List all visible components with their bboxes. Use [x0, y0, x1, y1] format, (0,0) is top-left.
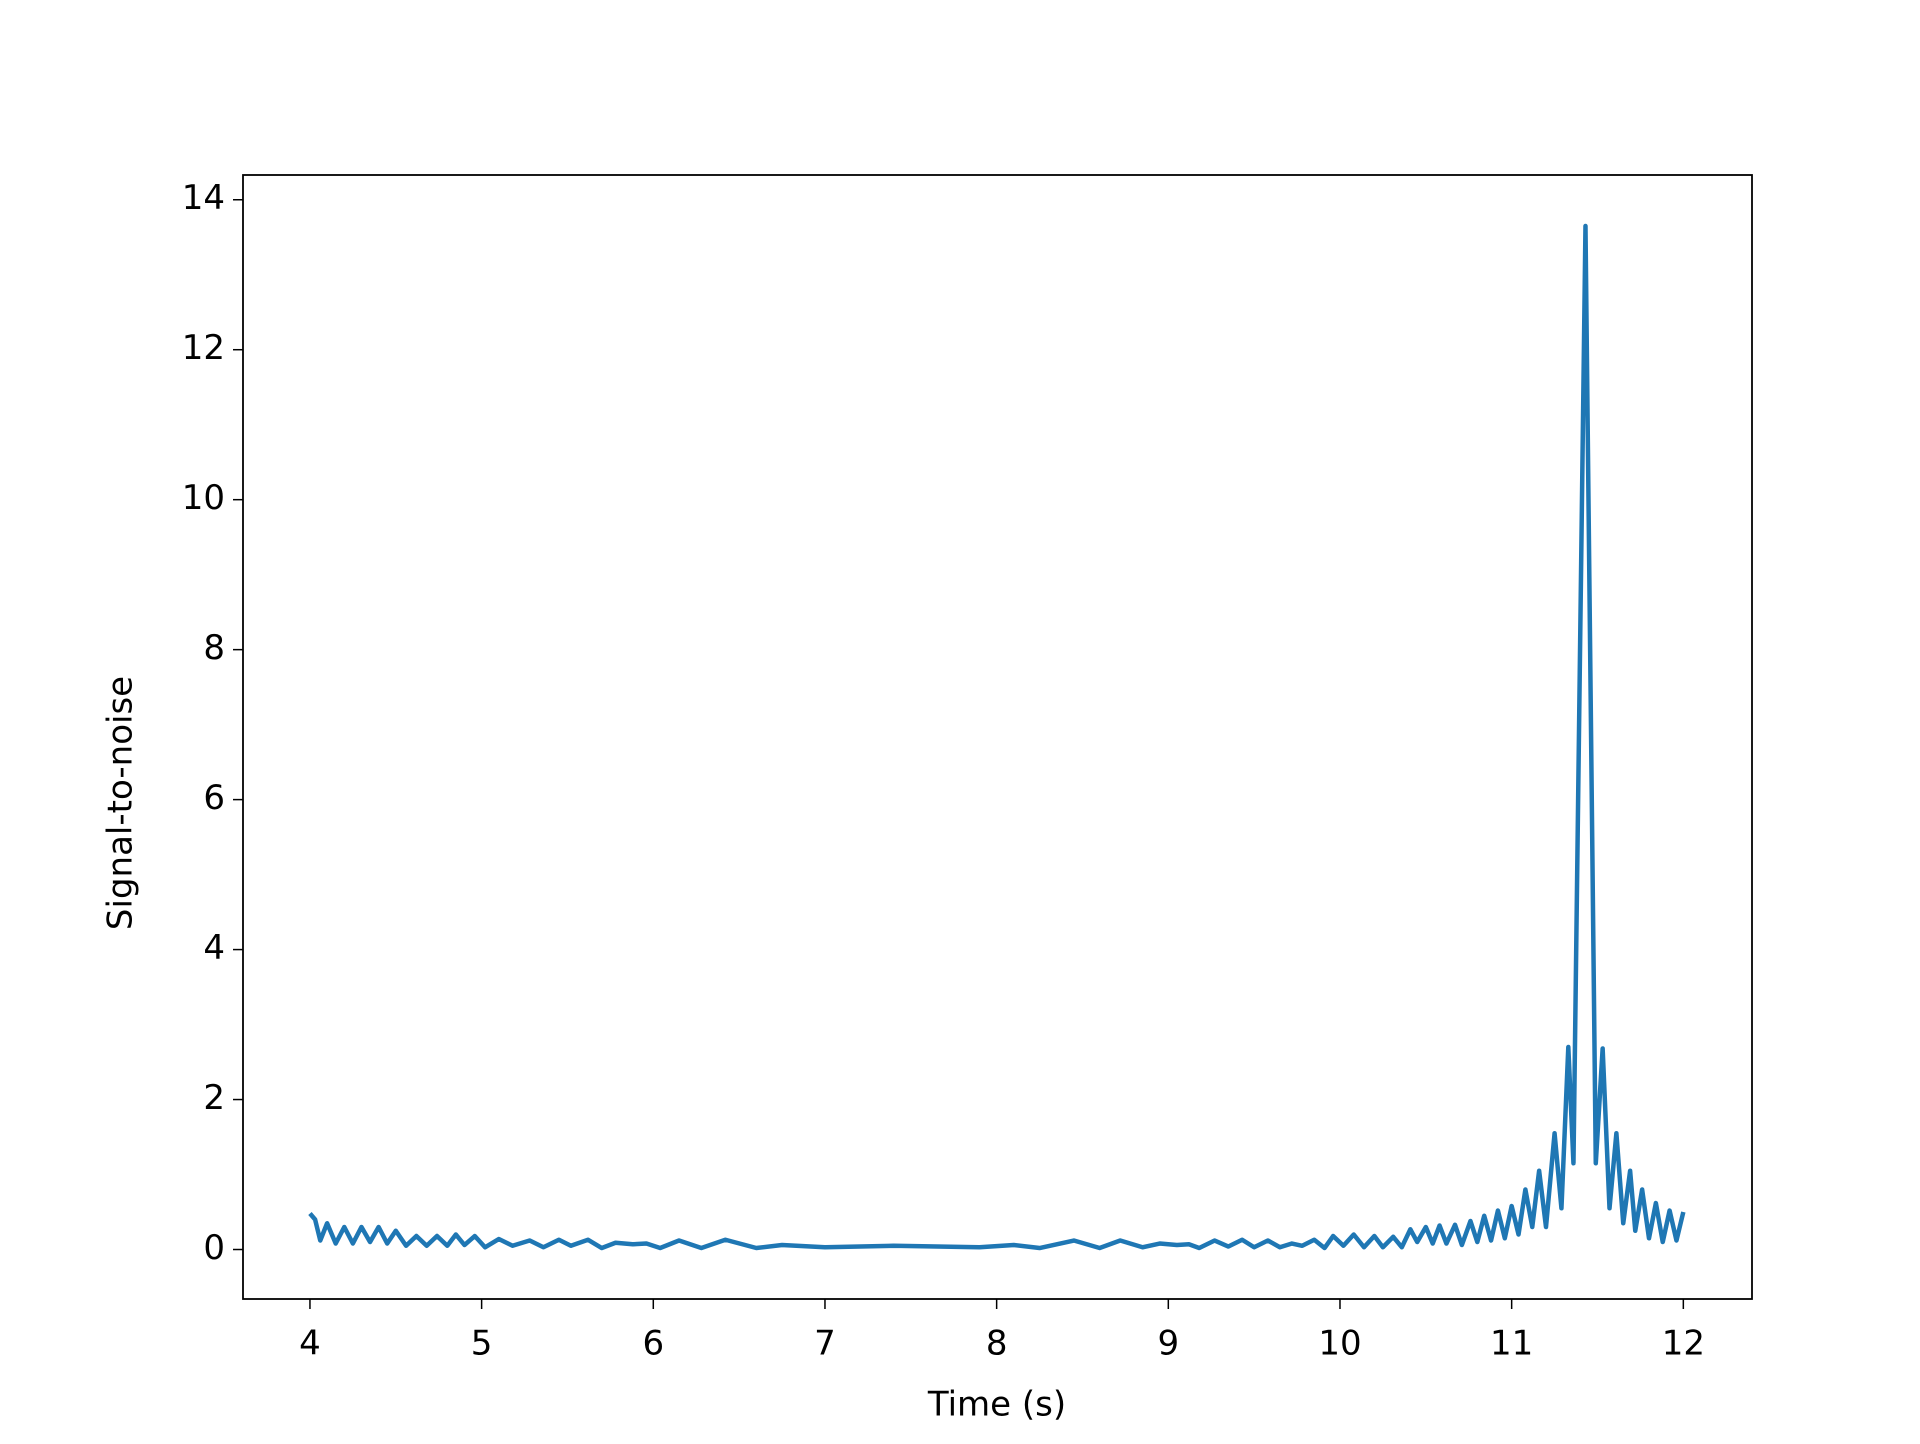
x-tick-label: 7	[814, 1324, 836, 1364]
x-tick-label: 5	[471, 1324, 493, 1364]
y-tick-label: 4	[203, 928, 225, 968]
x-axis-label: Time (s)	[927, 1385, 1066, 1425]
x-tick-label: 4	[299, 1324, 321, 1364]
x-tick-label: 6	[642, 1324, 664, 1364]
x-tick-label: 11	[1490, 1324, 1533, 1364]
x-tick-label: 8	[986, 1324, 1008, 1364]
y-tick-label: 10	[182, 478, 225, 518]
y-tick-label: 6	[203, 778, 225, 818]
y-tick-label: 14	[182, 178, 225, 218]
y-tick-label: 0	[203, 1228, 225, 1268]
x-tick-label: 10	[1318, 1324, 1361, 1364]
plot-frame	[242, 174, 1753, 1300]
x-tick-label: 9	[1157, 1324, 1179, 1364]
y-axis-label: Signal-to-noise	[101, 676, 141, 930]
y-tick-label: 2	[203, 1078, 225, 1118]
y-tick-label: 8	[203, 628, 225, 668]
x-tick-label: 12	[1662, 1324, 1705, 1364]
line-series	[308, 223, 1686, 1251]
y-tick-label: 12	[182, 328, 225, 368]
